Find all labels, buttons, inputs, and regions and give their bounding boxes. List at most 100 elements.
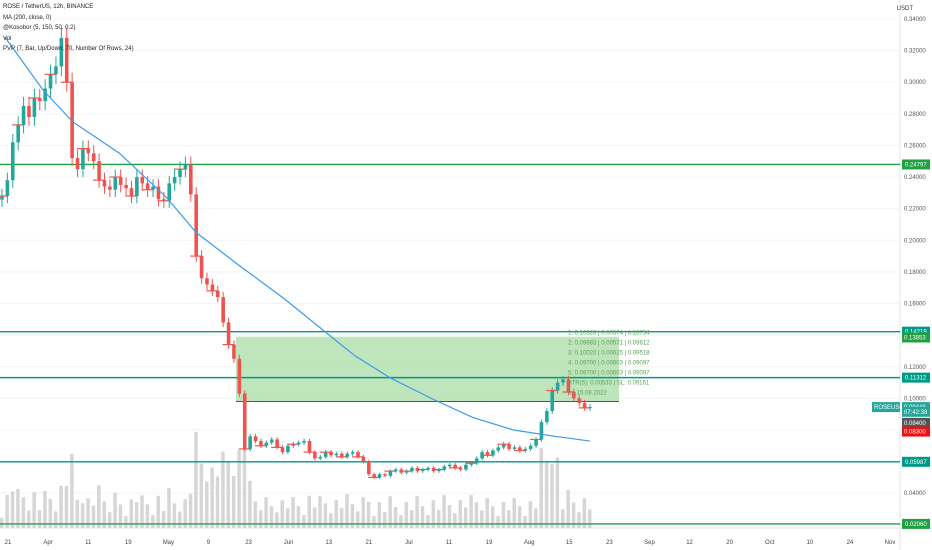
candle-body xyxy=(329,452,333,456)
candle-body xyxy=(474,458,479,464)
volume-bar xyxy=(258,510,263,528)
candle-body xyxy=(64,37,69,83)
volume-bar xyxy=(97,485,101,528)
volume-bar xyxy=(188,493,193,528)
candle-body xyxy=(350,452,355,454)
candle-body xyxy=(539,422,544,440)
candle-body xyxy=(491,450,495,456)
y-tick-label: 0.10000 xyxy=(904,396,926,402)
volume-bar xyxy=(280,500,285,528)
candle-body xyxy=(501,444,506,448)
candle-body xyxy=(453,464,457,468)
y-tick-label: 0.18000 xyxy=(904,270,926,276)
x-tick-label: 20 xyxy=(726,540,733,546)
candle-body xyxy=(215,290,220,298)
volume-bar xyxy=(420,506,425,528)
x-tick-label: 11 xyxy=(85,540,92,546)
candle-body xyxy=(97,161,101,181)
legend-vol[interactable]: Vol xyxy=(3,35,12,42)
candle-body xyxy=(86,148,91,154)
volume-bar xyxy=(447,505,452,528)
level-tag-label: 0.24797 xyxy=(905,162,927,168)
volume-bar xyxy=(480,510,484,528)
volume-bar xyxy=(426,515,430,528)
volume-bar xyxy=(43,490,47,528)
candle-body xyxy=(464,464,468,470)
volume-bar xyxy=(571,502,576,528)
volume-bar xyxy=(561,509,565,528)
candle-body xyxy=(183,164,188,170)
pvp-row: 1: 0.10328 | 0.00574 | 0.28754 xyxy=(568,331,650,337)
candle-body xyxy=(32,98,37,117)
y-tick-label: 0.28000 xyxy=(904,112,926,118)
volume-bar xyxy=(167,488,171,528)
candle-body xyxy=(178,169,182,178)
candle-body xyxy=(113,177,118,190)
volume-bar xyxy=(37,510,42,528)
volume-bar xyxy=(215,476,220,528)
level-tag-label: 0.05987 xyxy=(905,460,927,466)
volume-bar xyxy=(399,515,403,528)
candle-body xyxy=(577,398,582,404)
volume-bar xyxy=(172,503,177,528)
candle-body xyxy=(383,474,387,476)
candle-body xyxy=(393,469,398,472)
volume-bar xyxy=(5,495,9,528)
candle-body xyxy=(356,452,360,457)
candle-body xyxy=(232,344,236,359)
candle-body xyxy=(280,447,285,453)
legend-kosobor[interactable]: @Kosobor (5, 150, 50, 0.2) xyxy=(3,25,76,31)
y-tick-label: 0.12000 xyxy=(904,365,926,371)
legend-symbol[interactable]: ROSE / TetherUS, 12h, BINANCE xyxy=(3,4,94,10)
candle-body xyxy=(135,177,139,197)
ma-line xyxy=(4,36,591,442)
candle-body xyxy=(269,439,274,443)
candle-body xyxy=(102,180,107,187)
legend-pvp[interactable]: PVP (7, Bar, Up/Down, 70, Number Of Rows… xyxy=(3,46,134,52)
candle-body xyxy=(70,82,74,159)
candle-body xyxy=(10,142,15,181)
volume-bar xyxy=(458,500,463,528)
volume-bar xyxy=(550,464,554,528)
candle-body xyxy=(485,452,490,456)
y-tick-label: 0.24000 xyxy=(904,175,926,181)
candle-body xyxy=(248,436,252,449)
x-tick-label: 19 xyxy=(125,540,132,546)
candle-body xyxy=(561,379,565,383)
x-tick-label: Jun xyxy=(284,540,294,546)
candle-body xyxy=(43,88,47,102)
price-tag xyxy=(902,332,930,343)
x-tick-label: 24 xyxy=(847,540,854,546)
volume-bar xyxy=(512,498,516,528)
candle-body xyxy=(81,148,85,170)
candle-body xyxy=(334,453,339,456)
volume-bar xyxy=(194,431,198,528)
x-tick-label: 21 xyxy=(365,540,372,546)
legend-ma[interactable]: MA (200, close, 0) xyxy=(3,14,52,21)
candle-body xyxy=(21,105,26,125)
candle-body xyxy=(237,358,242,394)
volume-bar xyxy=(70,453,74,528)
pvp-row: 3: 0.10020 | 0.00625 | 0.09518 xyxy=(568,351,650,357)
candle-body xyxy=(48,74,53,89)
candle-body xyxy=(377,474,382,478)
volume-bar xyxy=(178,511,182,528)
candle-body xyxy=(189,164,193,195)
level-tag xyxy=(902,159,930,170)
candle-body xyxy=(172,177,177,184)
volume-bar xyxy=(118,504,123,528)
volume-bar xyxy=(323,503,328,528)
candle-body xyxy=(426,467,430,470)
candle-body xyxy=(264,442,269,446)
volume-bar xyxy=(334,500,338,528)
volume-bar xyxy=(161,511,166,528)
price-tag-label: ROSEUSDT xyxy=(874,405,908,411)
candle-body xyxy=(156,186,161,200)
volume-bar xyxy=(339,508,344,528)
volume-bar xyxy=(307,495,311,528)
candle-body xyxy=(550,390,555,412)
candle-body xyxy=(307,441,312,453)
candle-body xyxy=(210,284,215,291)
candle-body xyxy=(458,467,463,470)
